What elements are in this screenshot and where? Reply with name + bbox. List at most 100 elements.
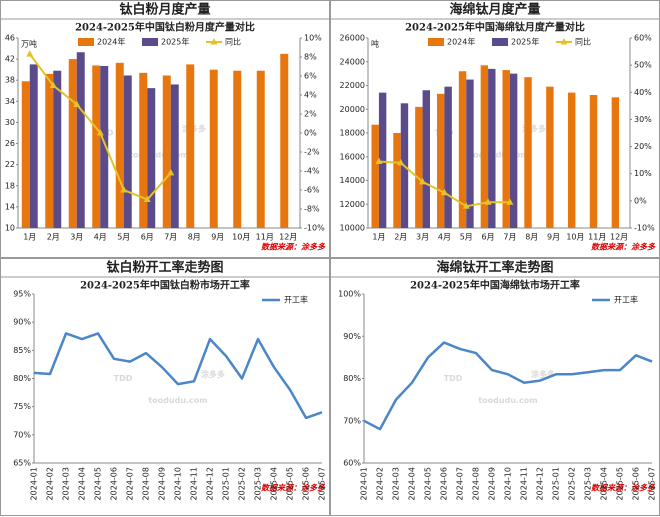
x-tick-label: 12月 xyxy=(279,233,297,242)
x-tick-label: 9月 xyxy=(547,233,560,242)
x-tick-label: 2025-01 xyxy=(552,467,561,500)
bar xyxy=(444,86,452,228)
x-tick-label: 2024-05 xyxy=(94,467,103,500)
x-tick-label: 2024-03 xyxy=(392,467,401,500)
y2-tick-label: 10% xyxy=(304,34,322,43)
bar xyxy=(29,64,38,228)
y2-tick-label: -6% xyxy=(304,186,320,195)
y-tick-label: 70% xyxy=(13,430,31,439)
bar xyxy=(378,92,387,228)
x-tick-label: 1月 xyxy=(372,233,385,242)
x-tick-label: 2025-04 xyxy=(270,467,279,500)
y-tick-label: 18 xyxy=(5,181,15,190)
y-tick-label: 100% xyxy=(338,290,361,299)
bar xyxy=(415,106,423,228)
line xyxy=(33,332,323,420)
y-tick-label: 22000 xyxy=(340,81,365,90)
bar xyxy=(21,81,30,229)
x-tick-label: 3月 xyxy=(416,233,429,242)
x-tick-label: 2024-12 xyxy=(206,467,215,500)
legend-label: 开工率 xyxy=(284,295,308,305)
bar xyxy=(115,62,124,228)
chart-title: 2024-2025年中国钛白粉月度产量对比 xyxy=(75,21,255,34)
y2-tick-label: 10% xyxy=(634,169,652,178)
yoy-marker xyxy=(73,100,81,107)
x-tick-label: 2024-10 xyxy=(174,467,183,500)
x-tick-label: 3月 xyxy=(70,233,83,242)
yoy-marker xyxy=(397,158,405,166)
bar xyxy=(422,90,431,228)
y2-tick-label: -10% xyxy=(634,224,655,233)
x-tick-label: 2月 xyxy=(47,233,60,242)
y-tick-label: 90% xyxy=(13,318,31,327)
bar xyxy=(393,133,401,228)
bar xyxy=(92,65,101,228)
legend-swatch-marker xyxy=(210,38,218,45)
y-tick-label: 16000 xyxy=(340,152,365,161)
x-tick-label: 2024-04 xyxy=(78,467,87,500)
yoy-marker xyxy=(167,168,175,176)
source: 数据来源：涂多多 xyxy=(261,484,326,493)
bar xyxy=(123,75,132,228)
watermark-name: 涂多多 xyxy=(531,369,555,379)
chart-title: 2024-2025年中国钛白粉市场开工率 xyxy=(80,279,250,292)
y-tick-label: 14000 xyxy=(340,176,365,185)
x-tick-label: 8月 xyxy=(525,233,538,242)
legend-label: 2025年 xyxy=(161,37,189,47)
x-tick-label: 2024-07 xyxy=(126,467,135,500)
panel xyxy=(0,258,330,516)
x-tick-label: 2024-06 xyxy=(110,467,119,500)
x-tick-label: 6月 xyxy=(482,233,495,242)
x-tick-label: 2024-06 xyxy=(440,467,449,500)
yoy-marker xyxy=(120,186,128,193)
y2-tick-label: 4% xyxy=(304,91,317,100)
y-tick-label: 42 xyxy=(5,55,15,64)
x-tick-label: 2025-05 xyxy=(616,467,625,500)
y-tick-label: 65% xyxy=(13,459,31,468)
legend-label: 2025年 xyxy=(511,37,539,47)
bar xyxy=(45,73,54,228)
x-tick-label: 2024-04 xyxy=(408,467,417,500)
y2-tick-label: -8% xyxy=(304,205,320,214)
y-tick-label: 38 xyxy=(5,76,15,85)
x-tick-label: 2025-02 xyxy=(238,467,247,500)
x-tick-label: 2024-09 xyxy=(488,467,497,500)
y2-tick-label: -10% xyxy=(304,224,325,233)
bar xyxy=(209,69,218,229)
x-tick-label: 2025-07 xyxy=(648,467,657,500)
x-tick-label: 2025-07 xyxy=(318,467,327,500)
x-tick-label: 2025-01 xyxy=(222,467,231,500)
y2-tick-label: 60% xyxy=(634,34,652,43)
x-tick-label: 4月 xyxy=(94,233,107,242)
bar xyxy=(480,65,489,228)
y2-tick-label: 0% xyxy=(634,196,647,205)
x-tick-label: 2025-05 xyxy=(286,467,295,500)
y-tick-label: 26 xyxy=(5,139,15,148)
x-tick-label: 2月 xyxy=(394,233,407,242)
y-tick-label: 70% xyxy=(343,416,361,425)
watermark-name: 涂多多 xyxy=(201,369,225,379)
x-tick-label: 4月 xyxy=(438,233,451,242)
watermark-site: toodudu.com xyxy=(148,396,207,405)
panel xyxy=(0,0,330,258)
bar xyxy=(466,79,474,228)
x-tick-label: 5月 xyxy=(117,233,130,242)
source: 数据来源：涂多多 xyxy=(261,243,326,252)
legend-label: 开工率 xyxy=(614,295,638,305)
y-tick-label: 10 xyxy=(5,224,15,233)
y2-tick-label: -2% xyxy=(304,148,320,157)
bar xyxy=(371,124,379,228)
x-tick-label: 9月 xyxy=(211,233,224,242)
source: 数据来源：涂多多 xyxy=(591,243,656,252)
legend-label: 2024年 xyxy=(97,37,125,47)
watermark-logo: TDD xyxy=(444,374,463,383)
bar xyxy=(546,86,554,228)
legend-label: 2024年 xyxy=(447,37,475,47)
x-tick-label: 2025-06 xyxy=(302,467,311,500)
bar xyxy=(436,93,445,228)
y-tick-label: 95% xyxy=(13,290,31,299)
yoy-marker xyxy=(26,50,34,57)
bar xyxy=(567,92,576,228)
chart-title: 2024-2025年中国海绵钛市场开工率 xyxy=(410,279,580,292)
x-tick-label: 2025-03 xyxy=(254,467,263,500)
